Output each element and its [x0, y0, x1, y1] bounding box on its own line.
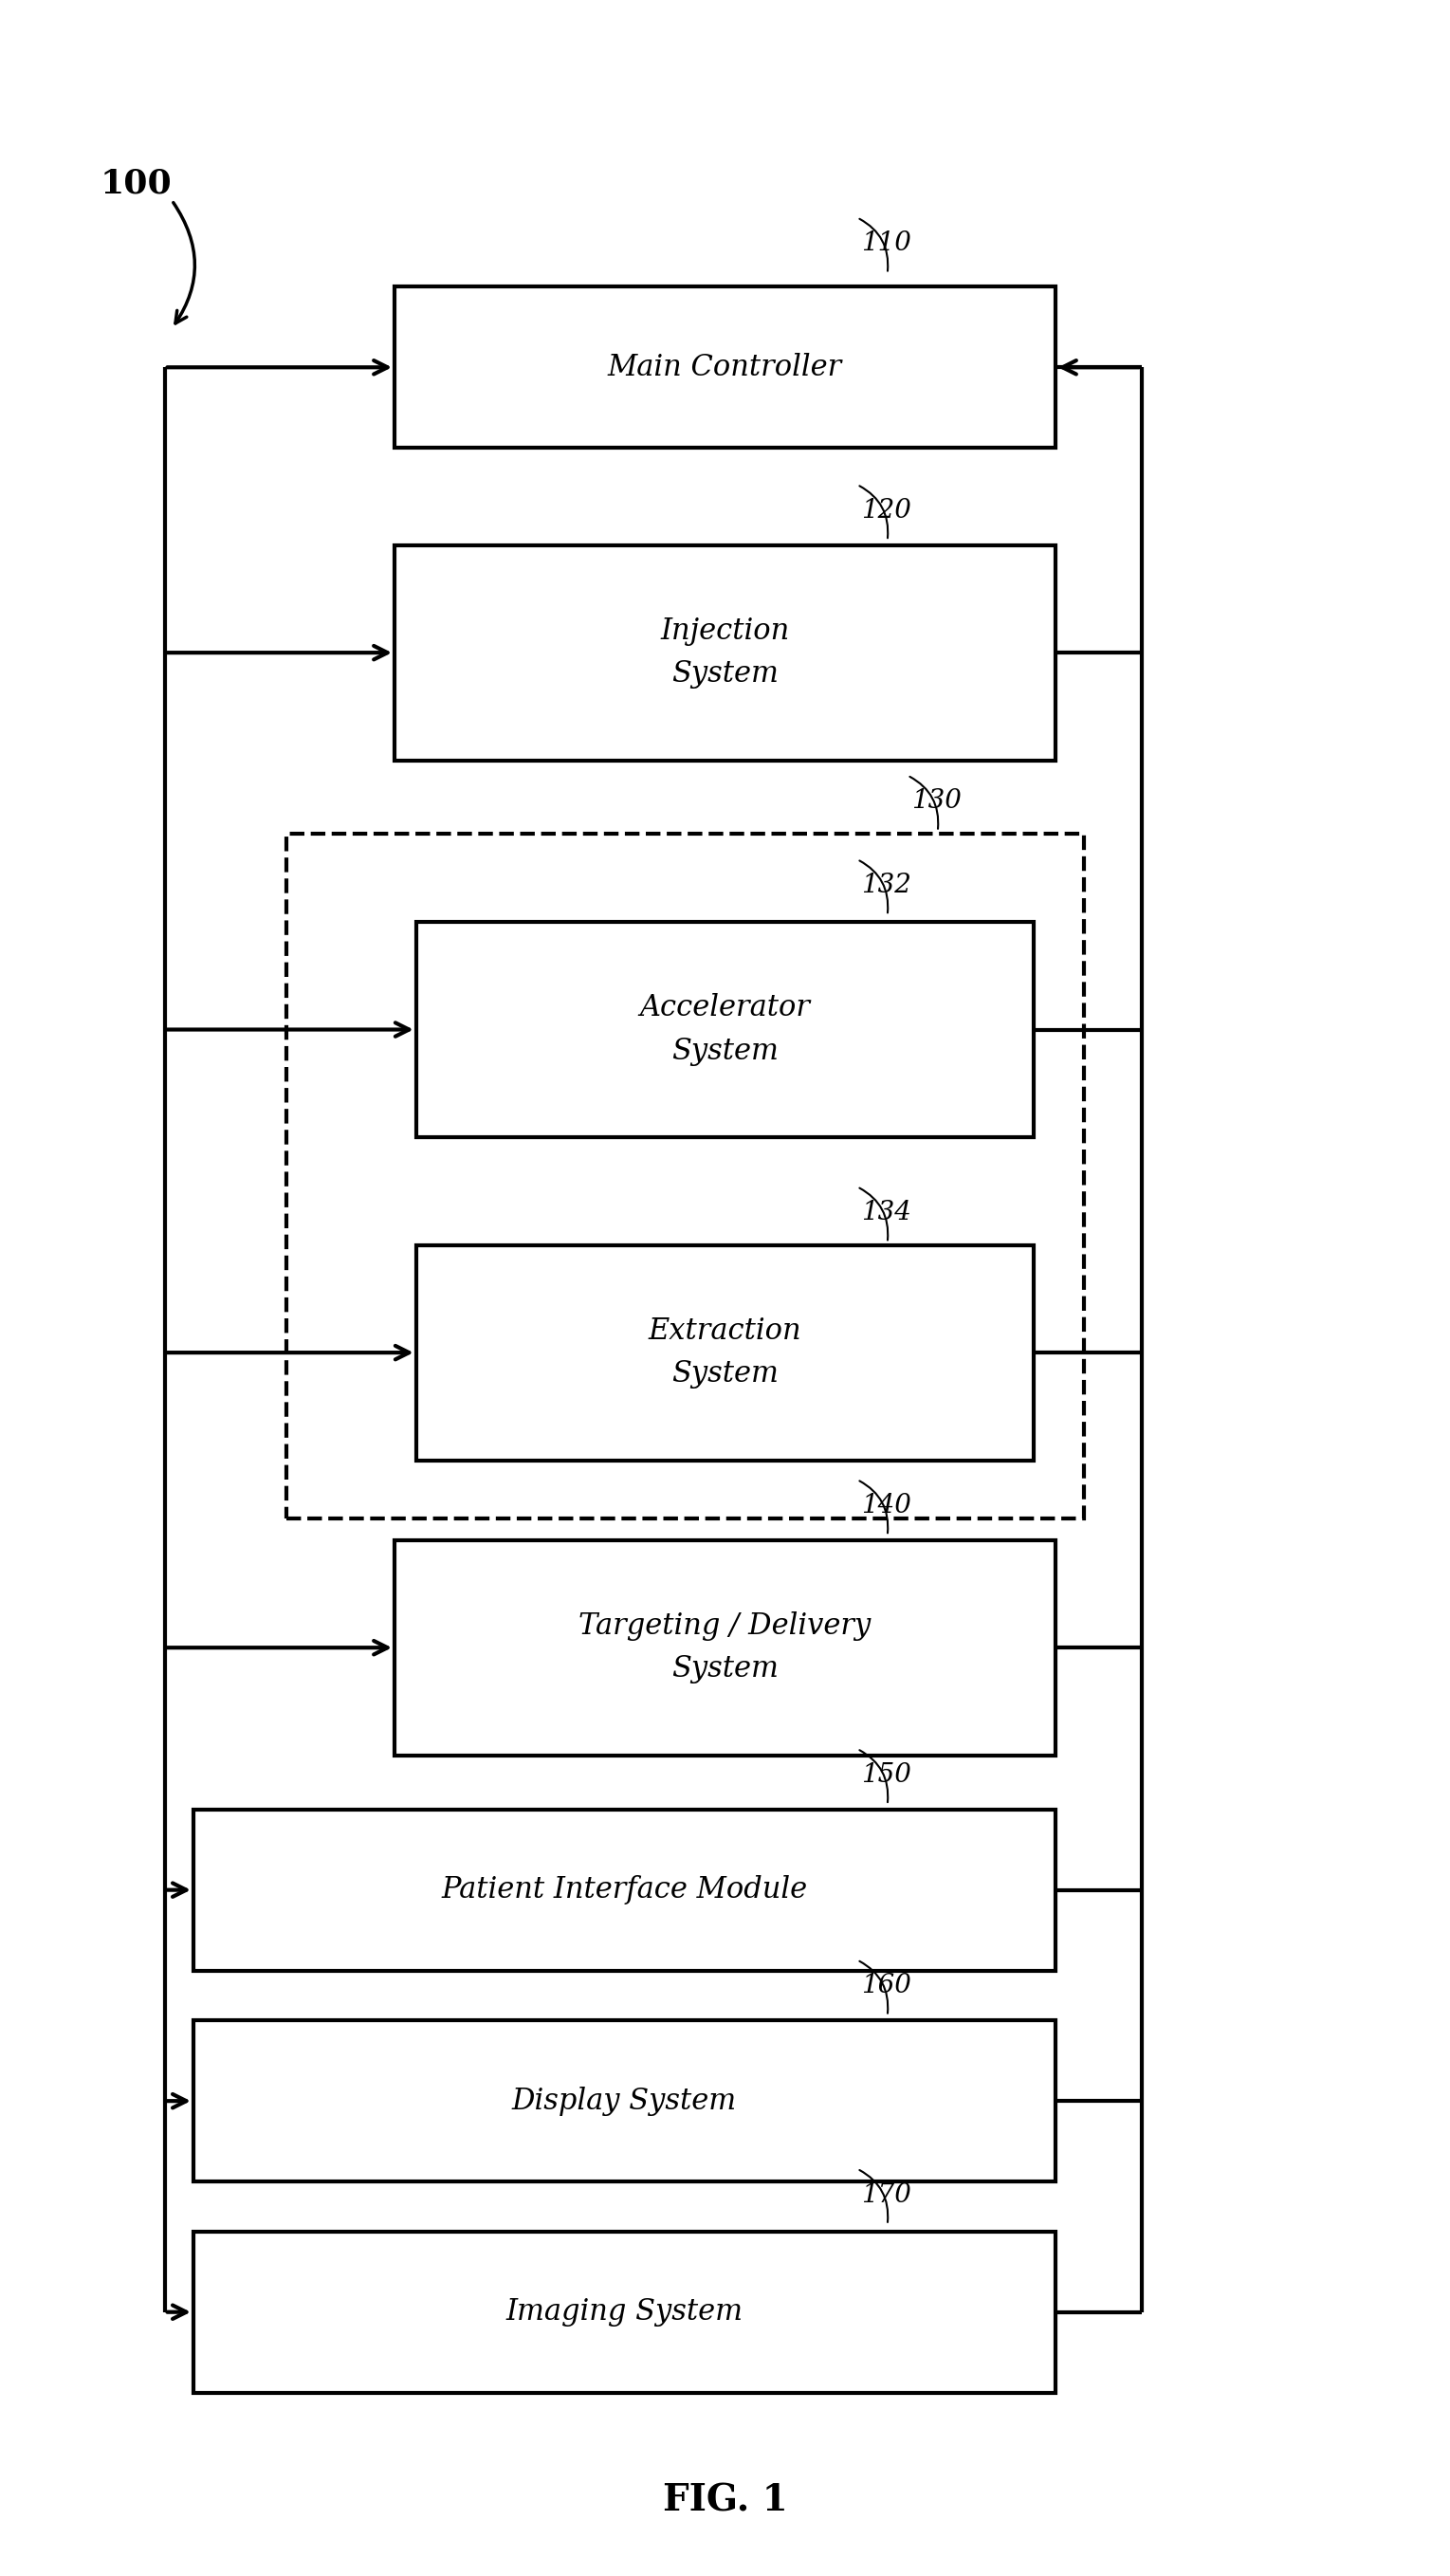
- FancyBboxPatch shape: [416, 1244, 1034, 1461]
- Text: 130: 130: [912, 788, 961, 814]
- Text: Extraction
System: Extraction System: [648, 1316, 802, 1388]
- Text: 150: 150: [861, 1762, 912, 1788]
- FancyBboxPatch shape: [394, 286, 1056, 448]
- Text: 134: 134: [861, 1200, 912, 1226]
- Text: FIG. 1: FIG. 1: [663, 2483, 787, 2519]
- FancyBboxPatch shape: [394, 546, 1056, 760]
- Text: 170: 170: [861, 2182, 912, 2208]
- Text: 120: 120: [861, 497, 912, 523]
- Text: 132: 132: [861, 873, 912, 899]
- FancyBboxPatch shape: [416, 922, 1034, 1136]
- FancyBboxPatch shape: [193, 1808, 1056, 1971]
- Text: Targeting / Delivery
System: Targeting / Delivery System: [579, 1613, 871, 1685]
- Text: Accelerator
System: Accelerator System: [639, 994, 811, 1066]
- Text: Main Controller: Main Controller: [608, 353, 842, 381]
- Text: 100: 100: [100, 167, 171, 198]
- FancyBboxPatch shape: [394, 1540, 1056, 1754]
- Text: 110: 110: [861, 232, 912, 258]
- FancyBboxPatch shape: [193, 2231, 1056, 2393]
- Text: 160: 160: [861, 1973, 912, 1999]
- Text: 140: 140: [861, 1494, 912, 1517]
- Text: Patient Interface Module: Patient Interface Module: [441, 1875, 808, 1904]
- Text: Display System: Display System: [512, 2087, 737, 2115]
- Text: Injection
System: Injection System: [660, 616, 790, 688]
- FancyBboxPatch shape: [193, 2020, 1056, 2182]
- Text: Imaging System: Imaging System: [506, 2298, 742, 2326]
